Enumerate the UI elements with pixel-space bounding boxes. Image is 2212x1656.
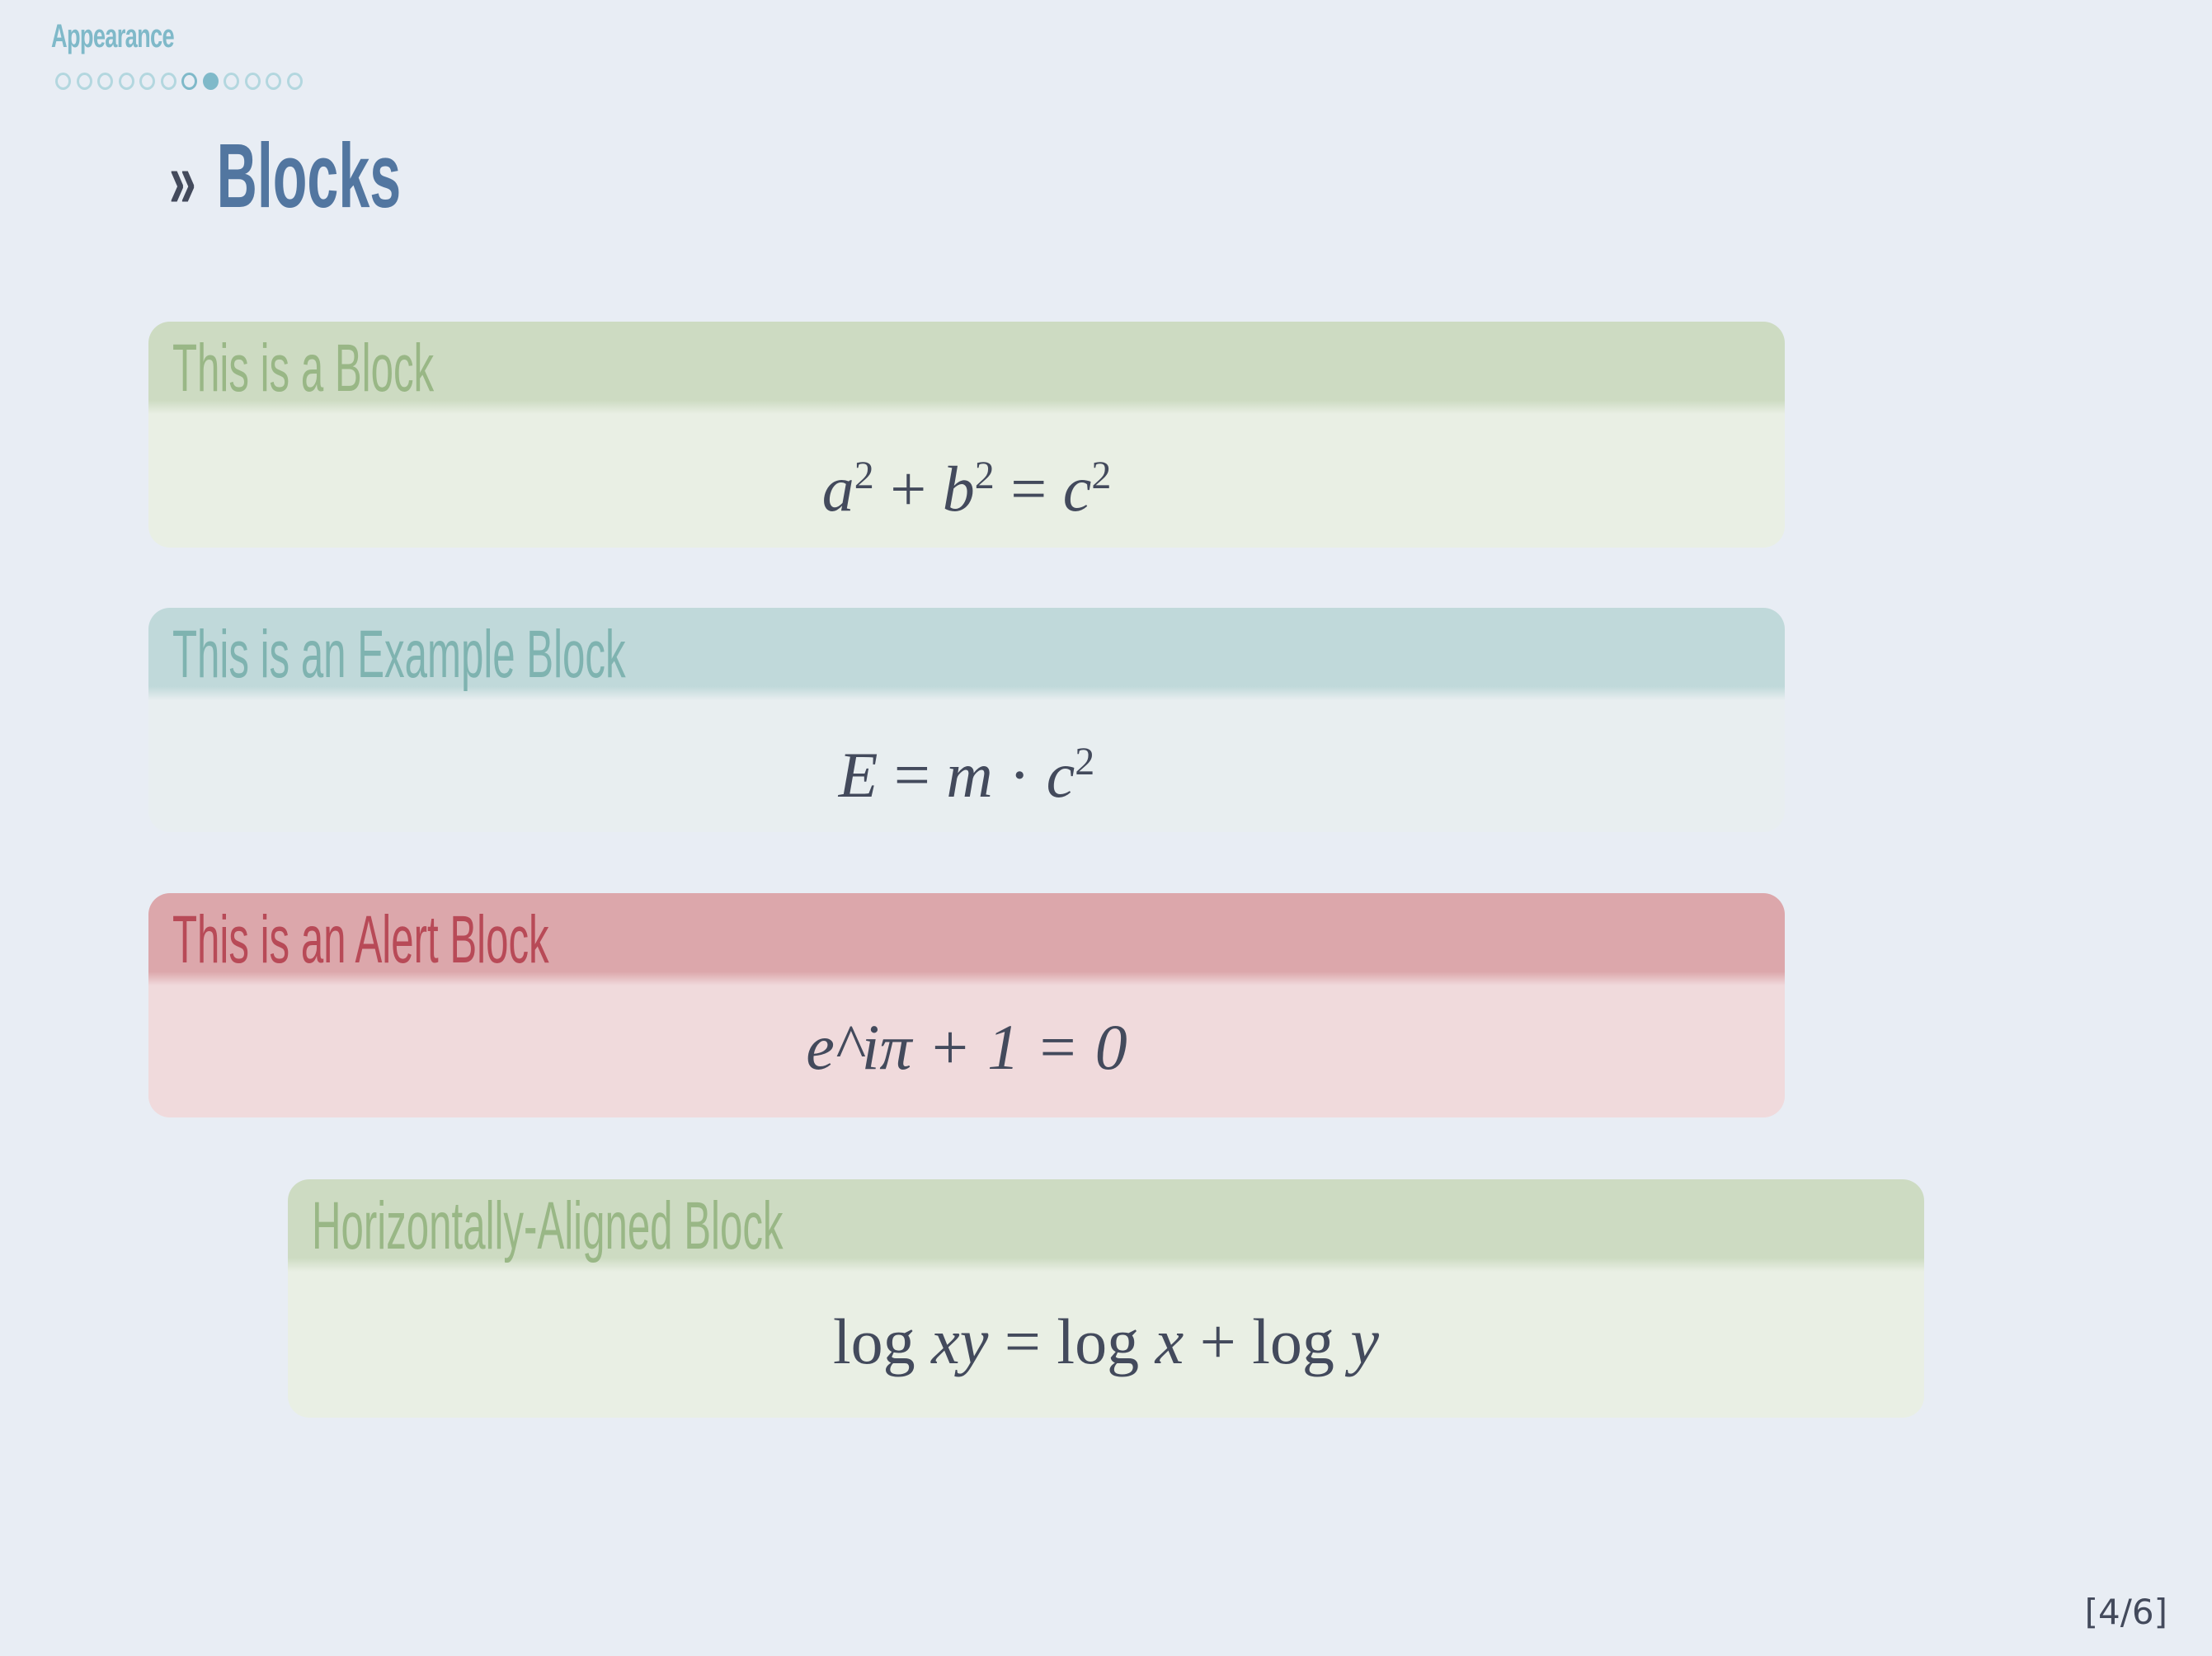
- block-body: a2 + b2 = c2: [148, 414, 1785, 548]
- formula: a2 + b2 = c2: [821, 453, 1112, 525]
- example-block: This is an Example Block E = m · c2: [148, 608, 1785, 832]
- block-header: Horizontally-Aligned Block: [288, 1179, 1924, 1272]
- frame-dot[interactable]: [160, 73, 176, 90]
- frame-dot[interactable]: [55, 73, 71, 90]
- block-header: This is an Example Block: [148, 608, 1785, 700]
- block-header: This is an Alert Block: [148, 893, 1785, 986]
- frame-navigation: [55, 73, 303, 90]
- block-title: This is an Alert Block: [172, 902, 549, 977]
- formula: e^iπ + 1 = 0: [806, 1011, 1127, 1083]
- formula: E = m · c2: [838, 739, 1095, 811]
- alert-block: This is an Alert Block e^iπ + 1 = 0: [148, 893, 1785, 1117]
- formula: log xy = log x + log y: [832, 1306, 1379, 1377]
- block-body: log xy = log x + log y: [288, 1272, 1924, 1418]
- frame-dot[interactable]: [224, 73, 239, 90]
- page-number: [4/6]: [2084, 1592, 2167, 1632]
- frame-dot[interactable]: [76, 73, 92, 90]
- slide-title: » Blocks: [169, 124, 401, 228]
- section-title: Appearance: [51, 18, 175, 54]
- aligned-block: Horizontally-Aligned Block log xy = log …: [288, 1179, 1924, 1418]
- block-title: This is a Block: [172, 331, 435, 406]
- frame-dot-current[interactable]: [202, 73, 219, 90]
- block-body: e^iπ + 1 = 0: [148, 986, 1785, 1117]
- frame-dot[interactable]: [266, 73, 281, 90]
- block-body: E = m · c2: [148, 700, 1785, 832]
- frame-dot[interactable]: [181, 73, 197, 90]
- frame-dot[interactable]: [118, 73, 134, 90]
- block: This is a Block a2 + b2 = c2: [148, 322, 1785, 548]
- block-header: This is a Block: [148, 322, 1785, 414]
- slide-title-text: Blocks: [216, 125, 402, 227]
- block-title: Horizontally-Aligned Block: [312, 1188, 784, 1263]
- frame-dot[interactable]: [139, 73, 155, 90]
- title-marker: »: [169, 137, 196, 224]
- frame-dot[interactable]: [286, 73, 303, 90]
- frame-dot[interactable]: [97, 73, 113, 90]
- block-title: This is an Example Block: [172, 617, 626, 692]
- frame-dot[interactable]: [244, 73, 261, 90]
